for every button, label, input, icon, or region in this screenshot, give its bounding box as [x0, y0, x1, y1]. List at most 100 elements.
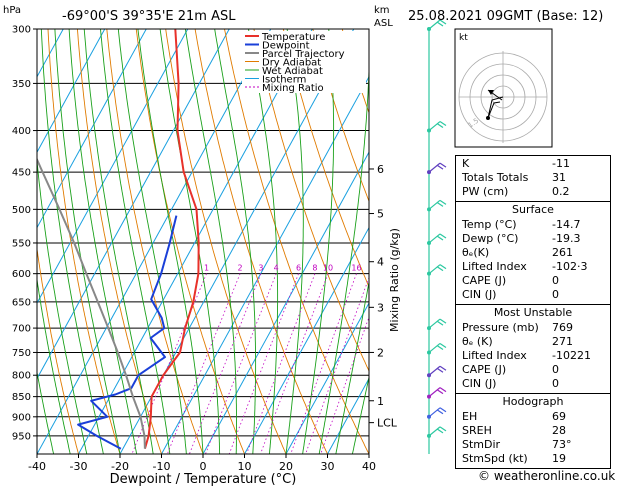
- temperature-axis: -40 -30 -20 -10 0 10 20 30 40: [28, 454, 376, 473]
- mu-thetae-label: θₑ (K): [462, 335, 493, 348]
- km-tick-label: 2: [377, 346, 384, 359]
- hodo-stmspd-value: 19: [552, 452, 566, 465]
- dry-adiabat-line: [106, 29, 204, 454]
- wind-barb-staff: [428, 264, 441, 275]
- wet-adiabat-line: [68, 29, 138, 454]
- date-title: 25.08.2021 09GMT (Base: 12): [408, 9, 603, 24]
- hodo-stmdir-value: 73°: [552, 438, 572, 451]
- mixing-ratio-label: 4: [274, 264, 279, 273]
- mixing-ratio-line: [246, 273, 316, 454]
- legend-wet-adiabat: Wet Adiabat: [262, 66, 323, 77]
- wet-adiabat-line: [214, 29, 257, 454]
- surface-li-label: Lifted Index: [462, 260, 527, 273]
- wind-barb-flag: [436, 367, 444, 373]
- surface-li-value: -102·3: [552, 260, 588, 273]
- km-tick-label: 3: [377, 301, 384, 314]
- mixing-ratio-axis-label: Mixing Ratio (g/kg): [388, 228, 401, 332]
- pressure-tick-label: 650: [12, 297, 31, 308]
- mu-cape-value: 0: [552, 363, 559, 376]
- km-tick-label: 5: [377, 208, 384, 221]
- pressure-tick-label: 300: [12, 25, 31, 36]
- wind-barb-flag: [436, 235, 444, 241]
- pressure-tick-label: 550: [12, 238, 31, 249]
- isotherm-line: [161, 75, 369, 454]
- km-tick-label: 1: [377, 395, 384, 408]
- isotherm-line: [285, 302, 369, 454]
- isotherm-line: [37, 29, 272, 454]
- indices-table: K -11 Totals Totals 31 PW (cm) 0.2: [455, 155, 611, 203]
- hodograph-unit: kt: [459, 33, 468, 43]
- pressure-tick-label: 450: [12, 168, 31, 179]
- surface-table: Surface Temp (°C) -14.7 Dewp (°C) -19.3 θₑ…: [455, 201, 611, 306]
- dry-adiabat-line: [135, 29, 245, 454]
- surface-thetae-label: θₑ(K): [462, 246, 490, 259]
- wind-barb-flag: [436, 201, 444, 207]
- wind-barb-staff: [428, 318, 441, 329]
- pressure-tick-label: 600: [12, 269, 31, 280]
- most-unstable-title: Most Unstable: [493, 306, 573, 319]
- wet-adiabat-line: [37, 156, 88, 454]
- mu-pressure-value: 769: [552, 321, 573, 334]
- wind-barb-flag: [439, 426, 447, 432]
- wet-adiabat-line: [184, 29, 237, 454]
- hodograph: kt 1.5: [454, 28, 553, 148]
- legend-mixing-ratio: Mixing Ratio: [262, 83, 324, 94]
- index-totals-label: Totals Totals: [462, 171, 529, 184]
- mu-cin-value: 0: [552, 377, 559, 390]
- wind-barb-staff: [428, 162, 441, 173]
- temperature-tick-label: -30: [70, 460, 88, 473]
- isotherm-line: [37, 29, 106, 154]
- wind-barb-flag: [439, 121, 447, 127]
- km-tick-label: 6: [377, 163, 384, 176]
- mixing-ratio-label: 6: [296, 264, 301, 273]
- mixing-ratio-line: [320, 316, 369, 454]
- wet-adiabat-line: [117, 29, 187, 454]
- mixing-ratio-line: [205, 273, 277, 454]
- mixing-ratio-line: [290, 273, 357, 454]
- mu-thetae-value: 271: [552, 335, 573, 348]
- legend-isotherm: Isotherm: [262, 75, 306, 86]
- legend-parcel: Parcel Trajectory: [262, 49, 345, 60]
- surface-dewp-value: -19.3: [552, 232, 581, 245]
- surface-thetae-value: 261: [552, 246, 573, 259]
- dry-adiabat-line: [253, 29, 369, 373]
- hodo-eh-label: EH: [462, 410, 478, 423]
- wind-barb-staff: [428, 365, 441, 376]
- temperature-tick-label: 10: [238, 460, 252, 473]
- temperature-tick-label: 30: [321, 460, 335, 473]
- surface-title: Surface: [512, 203, 554, 216]
- hodo-eh-value: 69: [552, 410, 566, 423]
- mixing-ratio-label: 16: [351, 264, 361, 273]
- wind-barb-staff: [428, 426, 441, 437]
- dry-adiabat-line: [47, 29, 121, 454]
- dry-adiabat-line: [165, 29, 287, 454]
- pressure-tick-label: 500: [12, 205, 31, 216]
- temperature-tick-label: 40: [362, 460, 376, 473]
- wind-barb-flag: [436, 123, 444, 129]
- wet-adiabat-line: [54, 29, 121, 454]
- mixing-ratio-line: [189, 273, 262, 454]
- profile-lines: [37, 29, 200, 450]
- wind-barb-flag: [439, 342, 447, 348]
- hodograph-title: Hodograph: [502, 395, 564, 408]
- isotherm-line: [37, 29, 64, 78]
- temperature-tick-label: 20: [279, 460, 293, 473]
- pressure-tick-label: 700: [12, 324, 31, 335]
- wet-adiabat-line: [100, 29, 171, 454]
- temperature-tick-label: -10: [153, 460, 171, 473]
- mixing-ratio-label: 10: [323, 264, 333, 273]
- most-unstable-table: Most Unstable Pressure (mb) 769 θₑ (K) 271…: [455, 304, 611, 395]
- km-tick-label: LCL: [377, 417, 398, 430]
- wet-adiabat-line: [37, 369, 55, 454]
- dewpoint-line: [77, 215, 178, 450]
- copyright-footer: © weatheronline.co.uk: [478, 469, 616, 483]
- surface-cape-label: CAPE (J): [462, 274, 507, 287]
- pressure-tick-label: 350: [12, 79, 31, 90]
- mu-li-label: Lifted Index: [462, 349, 527, 362]
- wet-adiabat-line: [302, 29, 335, 454]
- wind-barb-flag: [436, 21, 444, 27]
- index-totals-value: 31: [552, 171, 566, 184]
- isotherm-line: [202, 151, 369, 454]
- dry-adiabat-line: [282, 29, 369, 289]
